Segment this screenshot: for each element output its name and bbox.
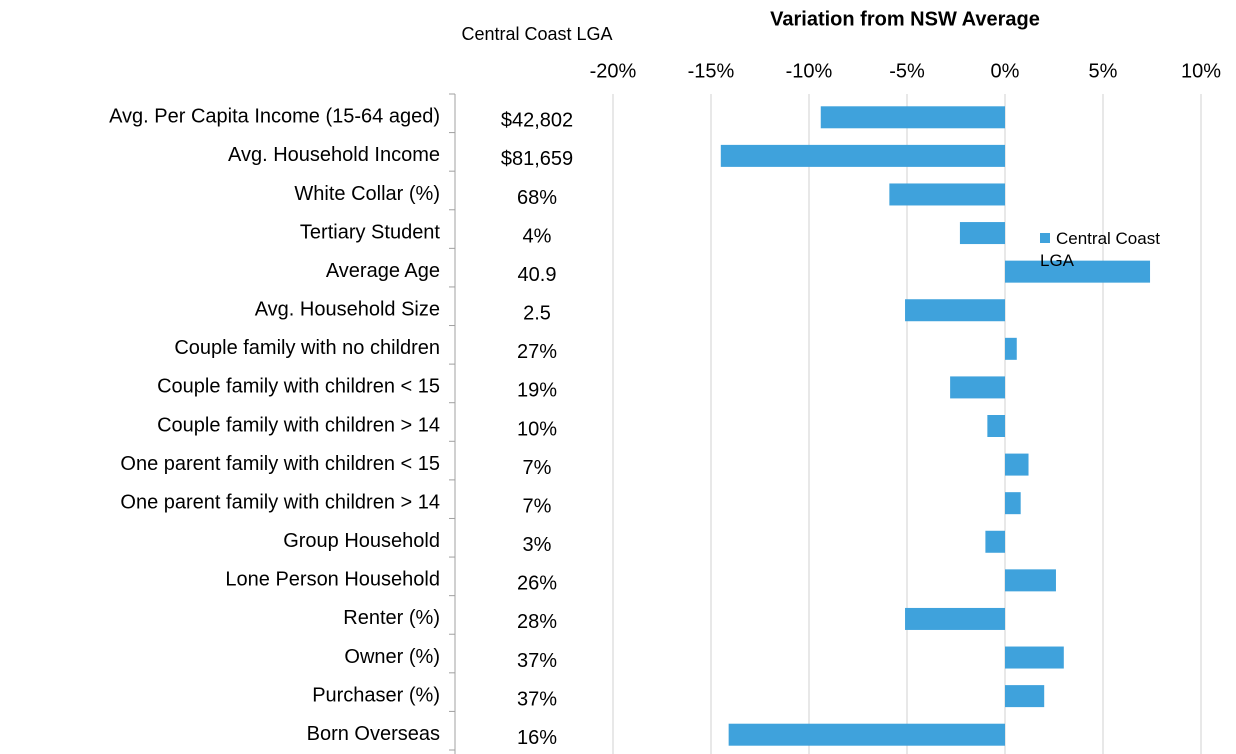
column-header: Central Coast LGA: [461, 24, 612, 44]
category-label: One parent family with children < 15: [120, 453, 440, 475]
legend-label: Central Coast LGA: [1040, 229, 1160, 270]
category-label: Group Household: [283, 530, 440, 552]
bar: [889, 183, 1005, 206]
column-value: 16%: [517, 727, 557, 749]
column-value: 28%: [517, 611, 557, 633]
column-value: 37%: [517, 650, 557, 672]
column-value: 2.5: [523, 303, 551, 325]
x-tick-label: 0%: [991, 60, 1020, 82]
category-label: Tertiary Student: [300, 221, 441, 243]
bar: [987, 415, 1005, 437]
column-value: 27%: [517, 341, 557, 363]
column-value: 7%: [523, 495, 552, 517]
legend-swatch: [1040, 233, 1050, 243]
column-value: 3%: [523, 534, 552, 556]
column-value: 26%: [517, 573, 557, 595]
bar: [950, 376, 1005, 399]
bar: [905, 607, 1005, 630]
bar: [720, 144, 1005, 167]
bar: [1005, 453, 1029, 476]
category-label: Born Overseas: [307, 723, 440, 745]
column-value: 37%: [517, 688, 557, 710]
chart-title: Variation from NSW Average: [770, 8, 1040, 30]
column-value: 68%: [517, 187, 557, 209]
column-value: 4%: [523, 225, 552, 247]
category-label: Couple family with no children: [174, 337, 440, 359]
category-label: Couple family with children > 14: [157, 414, 440, 436]
category-label: White Collar (%): [294, 183, 440, 205]
column-value: 10%: [517, 418, 557, 440]
category-label: Avg. Household Size: [255, 299, 440, 321]
column-value: $42,802: [501, 110, 573, 132]
category-label: Purchaser (%): [312, 684, 440, 706]
bar: [905, 299, 1005, 322]
category-label: Couple family with children < 15: [157, 376, 440, 398]
category-label: Owner (%): [344, 646, 440, 668]
bar: [1005, 569, 1056, 592]
column-value: $81,659: [501, 148, 573, 170]
legend: Central Coast LGA: [1040, 228, 1190, 272]
category-label: Avg. Household Income: [228, 144, 440, 166]
bar: [1005, 685, 1045, 708]
x-tick-label: 5%: [1089, 60, 1118, 82]
x-tick-label: -20%: [590, 60, 637, 82]
x-tick-label: -15%: [688, 60, 735, 82]
bar: [1005, 337, 1017, 360]
bar: [985, 530, 1005, 553]
category-label: Avg. Per Capita Income (15-64 aged): [109, 106, 440, 128]
x-tick-label: 10%: [1181, 60, 1221, 82]
x-tick-label: -5%: [889, 60, 925, 82]
bar: [1005, 492, 1021, 515]
x-tick-label: -10%: [786, 60, 833, 82]
bar: [1005, 646, 1064, 669]
category-label: Lone Person Household: [225, 569, 440, 591]
bar: [1005, 260, 1151, 283]
category-label: One parent family with children > 14: [120, 491, 440, 513]
column-value: 7%: [523, 457, 552, 479]
bar: [959, 222, 1005, 245]
column-value: 19%: [517, 380, 557, 402]
category-label: Renter (%): [343, 607, 440, 629]
bar: [820, 106, 1005, 129]
column-value: 40.9: [518, 264, 557, 286]
category-label: Average Age: [326, 260, 440, 282]
bar: [728, 723, 1005, 746]
